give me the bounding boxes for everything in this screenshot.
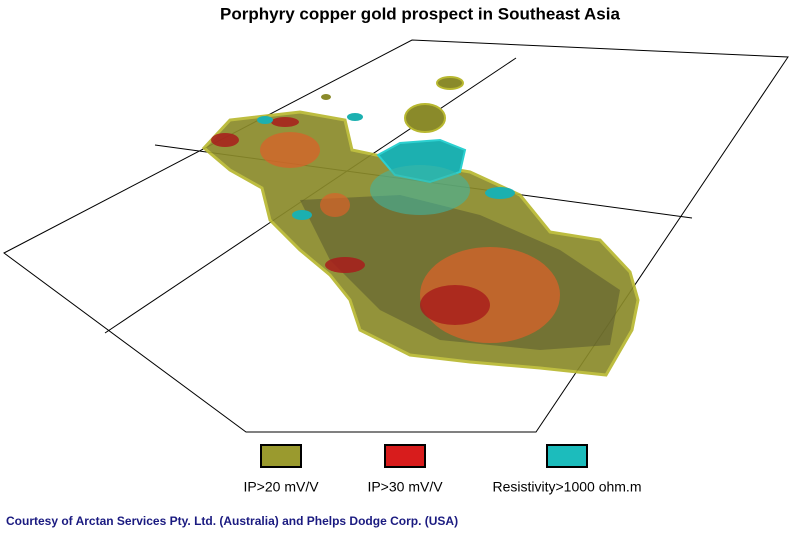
credit: Courtesy of Arctan Services Pty. Ltd. (A… [6,514,458,528]
legend-swatch [384,444,426,468]
ip30-body [320,193,350,217]
legend: IP>20 mV/V IP>30 mV/V Resistivity>1000 ohm… [243,444,642,495]
ip20-body [404,103,446,133]
legend-label: IP>20 mV/V [243,479,319,495]
plane-outline [3,39,789,433]
ip30-body [211,133,239,147]
resistivity-body [292,210,312,220]
ip20-body [321,94,331,100]
ip20-body [436,76,464,90]
title: Porphyry copper gold prospect in Southea… [220,4,620,23]
ip30-body [420,285,490,325]
ip30-body [325,257,365,273]
ip30-body [271,117,299,127]
legend-swatch [260,444,302,468]
legend-swatch [546,444,588,468]
resistivity-body [257,116,273,124]
legend-label: Resistivity>1000 ohm.m [492,479,641,495]
ip30-body [260,132,320,168]
resistivity-body [347,113,363,121]
legend-label: IP>30 mV/V [367,479,443,495]
resistivity-body [485,187,515,199]
anomaly-bodies [201,76,640,377]
resistivity-body [370,165,470,215]
